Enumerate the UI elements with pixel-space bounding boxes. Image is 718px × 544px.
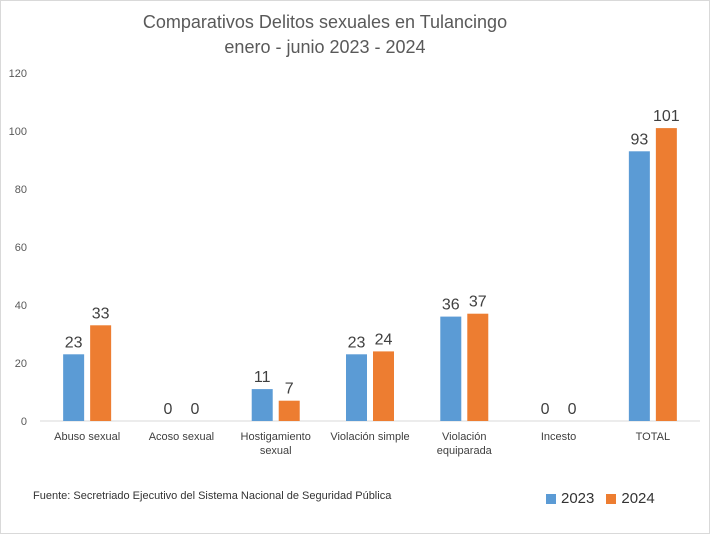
bar-2023 <box>346 354 367 421</box>
bar-2024 <box>90 325 112 421</box>
legend-label-2023: 2023 <box>561 490 595 507</box>
data-label-2024: 0 <box>190 401 199 418</box>
data-label-2024: 33 <box>92 305 110 322</box>
legend-swatch-2024 <box>606 493 617 504</box>
data-label-2023: 36 <box>442 297 460 314</box>
legend-swatch-2023 <box>546 493 556 504</box>
x-tick-label: equiparada <box>437 445 493 457</box>
data-label-2024: 101 <box>653 108 680 125</box>
chart-title: Comparativos Delitos sexuales en Tulanci… <box>142 12 508 32</box>
data-label-2024: 7 <box>285 381 294 398</box>
bar-2024 <box>373 351 394 421</box>
x-tick-label: sexual <box>260 445 292 457</box>
chart-frame <box>0 0 710 534</box>
bar-2023 <box>251 389 273 421</box>
bar-2023 <box>440 316 462 421</box>
x-tick-label: Acoso sexual <box>149 431 214 443</box>
data-label-2023: 23 <box>65 334 83 351</box>
bar-2023 <box>63 354 85 421</box>
x-tick-label: Abuso sexual <box>54 431 120 443</box>
data-label-2024: 24 <box>375 331 393 348</box>
data-label-2023: 23 <box>348 334 366 351</box>
data-label-2023: 11 <box>254 369 271 386</box>
data-label-2023: 0 <box>541 401 550 418</box>
legend-item-2023: 2023 <box>546 490 594 507</box>
data-label-2024: 0 <box>568 401 577 418</box>
y-tick-label: 40 <box>15 300 27 312</box>
bar-2024 <box>278 400 300 421</box>
data-label-2023: 0 <box>163 401 172 418</box>
data-label-2024: 37 <box>469 294 487 311</box>
legend-label-2024: 2024 <box>621 490 655 507</box>
bar-2023 <box>628 151 650 422</box>
x-tick-label: TOTAL <box>636 431 670 443</box>
legend-item-2024: 2024 <box>606 490 655 507</box>
x-tick-label: Incesto <box>541 431 576 443</box>
x-tick-label: Violación simple <box>330 431 409 443</box>
x-tick-label: Hostigamiento <box>241 431 311 443</box>
x-tick-label: Violación <box>442 431 486 443</box>
bar-2024 <box>467 313 489 421</box>
legend: 2023 2024 <box>546 490 667 507</box>
y-tick-label: 100 <box>9 126 27 138</box>
y-tick-label: 0 <box>21 416 27 428</box>
y-tick-label: 120 <box>9 68 27 80</box>
data-label-2023: 93 <box>630 131 648 148</box>
y-tick-label: 80 <box>15 184 27 196</box>
bar-2024 <box>655 128 677 421</box>
source-note: Fuente: Secretriado Ejecutivo del Sistem… <box>33 490 392 502</box>
chart-subtitle: enero - junio 2023 - 2024 <box>224 37 426 57</box>
y-tick-label: 60 <box>15 242 27 254</box>
y-tick-label: 20 <box>15 358 27 370</box>
